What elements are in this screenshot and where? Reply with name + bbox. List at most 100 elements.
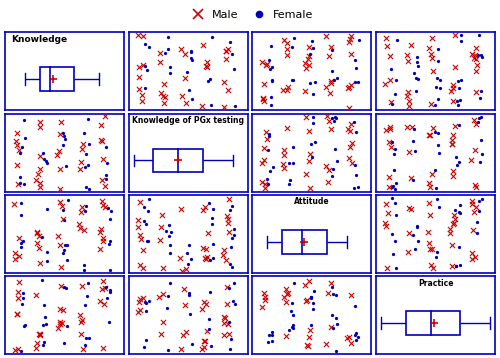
Point — [303, 297, 311, 303]
Point — [308, 91, 316, 97]
Point — [290, 144, 298, 150]
Point — [202, 338, 209, 344]
Point — [310, 121, 318, 126]
Point — [326, 118, 334, 124]
Point — [56, 242, 64, 248]
Point — [328, 312, 336, 318]
Point — [470, 147, 478, 153]
Point — [322, 113, 330, 119]
Point — [283, 40, 291, 46]
Point — [306, 294, 314, 300]
Point — [382, 221, 390, 226]
Bar — [406, 311, 460, 335]
Point — [204, 78, 212, 84]
Point — [178, 93, 186, 99]
Point — [34, 171, 42, 177]
Point — [14, 295, 22, 300]
Point — [40, 156, 48, 161]
Point — [351, 162, 359, 168]
Point — [322, 84, 330, 90]
Point — [280, 147, 288, 153]
Point — [263, 61, 271, 67]
Point — [205, 200, 213, 205]
Point — [431, 167, 439, 173]
Point — [322, 33, 330, 38]
Point — [102, 144, 110, 150]
Point — [451, 64, 459, 70]
Point — [354, 184, 362, 190]
Point — [413, 59, 421, 65]
Point — [201, 204, 209, 210]
Point — [177, 47, 185, 52]
Point — [348, 140, 356, 146]
Point — [322, 341, 330, 347]
Point — [60, 247, 68, 253]
Point — [206, 257, 214, 262]
Point — [200, 339, 208, 344]
Point — [324, 290, 332, 295]
Point — [426, 246, 434, 252]
Point — [18, 144, 26, 150]
Point — [225, 229, 233, 234]
Point — [432, 84, 440, 90]
Point — [407, 42, 415, 48]
Point — [18, 301, 25, 307]
Point — [290, 280, 298, 286]
Point — [392, 180, 400, 186]
Point — [474, 198, 482, 204]
Point — [409, 138, 417, 144]
Point — [308, 306, 316, 312]
Point — [391, 146, 399, 152]
Point — [258, 59, 266, 64]
Point — [207, 343, 215, 349]
Point — [185, 292, 193, 298]
Point — [475, 208, 483, 214]
Point — [473, 219, 481, 224]
Point — [268, 333, 276, 338]
Point — [326, 91, 334, 96]
Point — [453, 98, 461, 104]
Point — [36, 261, 44, 266]
Point — [160, 94, 168, 100]
Point — [403, 52, 411, 58]
Point — [17, 240, 25, 246]
Point — [102, 284, 110, 290]
Point — [343, 335, 351, 340]
Point — [260, 96, 268, 102]
Point — [426, 132, 434, 138]
Point — [260, 157, 268, 163]
Point — [81, 209, 89, 214]
Point — [226, 285, 234, 291]
Point — [86, 141, 94, 146]
Point — [268, 64, 276, 70]
Point — [456, 244, 464, 250]
Point — [98, 286, 106, 292]
Point — [20, 117, 28, 122]
Point — [306, 44, 314, 50]
Point — [20, 182, 28, 187]
Point — [208, 215, 216, 221]
Point — [470, 55, 478, 61]
Point — [454, 78, 462, 84]
Point — [288, 44, 296, 49]
Point — [76, 225, 84, 231]
Point — [203, 59, 211, 64]
Point — [102, 113, 110, 119]
Point — [392, 212, 400, 218]
Point — [57, 120, 65, 125]
Point — [456, 97, 464, 103]
Point — [184, 261, 192, 267]
Point — [224, 46, 232, 52]
Point — [21, 135, 29, 141]
Point — [404, 58, 412, 64]
Point — [268, 330, 276, 335]
Point — [332, 292, 340, 297]
Point — [64, 198, 72, 203]
Point — [472, 68, 480, 74]
Point — [382, 265, 390, 271]
Point — [188, 341, 196, 347]
Point — [327, 325, 335, 330]
Text: Attitude: Attitude — [294, 197, 330, 206]
Point — [408, 206, 416, 212]
Point — [141, 63, 149, 69]
